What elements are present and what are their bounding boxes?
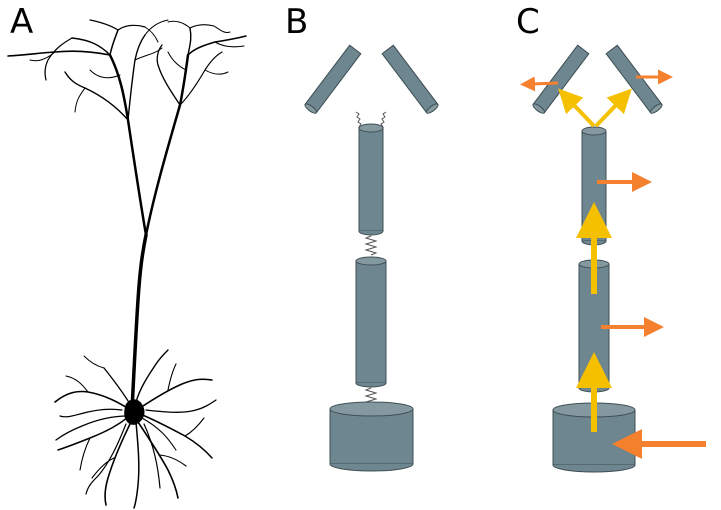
tuft-compartment-left (304, 44, 362, 114)
radial-arrow-tuft-left (520, 76, 559, 92)
pyramidal-neuron-illustration (7, 19, 247, 509)
compartment-model-b (304, 44, 439, 472)
spring-apical-middle (364, 235, 378, 256)
axial-arrow-to-tuft-left (558, 88, 596, 128)
apical-dendrite-trunk (130, 233, 148, 412)
panel-c-label: C (516, 2, 540, 42)
soma-compartment (329, 401, 414, 472)
apical-compartment-upper (358, 123, 384, 236)
apical-compartment-lower (355, 256, 387, 388)
radial-current-arrows (520, 69, 706, 459)
tuft-compartment-left-c (532, 44, 590, 114)
apical-compartment-upper-c (581, 126, 607, 246)
compartment-model-c (520, 44, 706, 473)
axial-arrow-to-tuft-right (594, 88, 632, 128)
panel-a-label: A (10, 2, 33, 42)
tuft-compartment-right-c (605, 44, 663, 114)
axial-current-arrows (558, 88, 632, 432)
apical-branch-left (108, 53, 148, 237)
apical-branch-right (144, 53, 190, 237)
tuft-compartment-right (381, 44, 439, 114)
panel-b-label: B (285, 2, 308, 42)
